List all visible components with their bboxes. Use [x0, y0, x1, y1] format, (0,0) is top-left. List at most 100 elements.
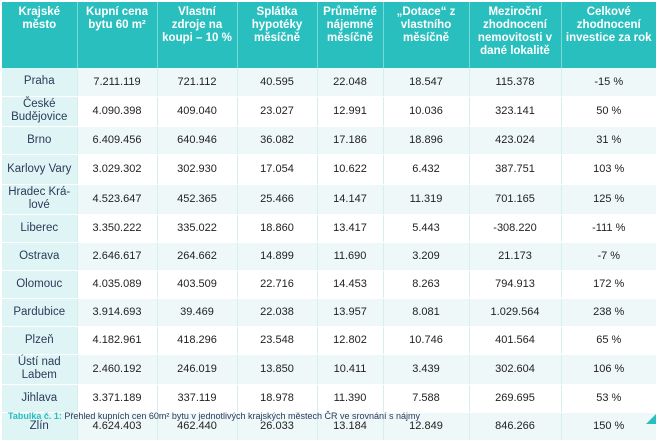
- table-cell: 39.469: [157, 298, 238, 327]
- table-cell: 337.119: [157, 384, 238, 413]
- table-cell: 452.365: [157, 184, 238, 215]
- city-name-cell: Liberec: [2, 214, 78, 243]
- table-cell: 3.914.693: [77, 298, 158, 327]
- column-header: Průměrné nájemné měsíčně: [317, 2, 384, 68]
- table-cell: 409.040: [157, 96, 238, 127]
- table-cell: 13.417: [317, 214, 384, 243]
- table-cell: 3.371.189: [77, 384, 158, 413]
- table-cell: 6.432: [383, 154, 470, 185]
- table-cell: 4.523.647: [77, 184, 158, 215]
- table-cell: 403.509: [157, 270, 238, 299]
- table-cell: 12.802: [317, 326, 384, 355]
- table-cell: 4.182.961: [77, 326, 158, 355]
- table-cell: 246.019: [157, 354, 238, 385]
- table-row: Brno 6.409.456 640.946 36.082 17.186 18.896 42…: [2, 126, 656, 155]
- table-cell: 3.439: [383, 354, 470, 385]
- table-cell: 36.082: [237, 126, 318, 155]
- table-cell: 10.411: [317, 354, 384, 385]
- table-cell: 5.443: [383, 214, 470, 243]
- table-cell: 3.350.222: [77, 214, 158, 243]
- table-cell: 14.147: [317, 184, 384, 215]
- table-cell: 640.946: [157, 126, 238, 155]
- table-cell: 125 %: [561, 184, 656, 215]
- table-cell: 238 %: [561, 298, 656, 327]
- table-cell: 150 %: [561, 412, 656, 441]
- table-cell: 11.319: [383, 184, 470, 215]
- table-row: Pardubice 3.914.693 39.469 22.038 13.957 8.08…: [2, 298, 656, 327]
- caption-label: Tabulka č. 1:: [8, 411, 62, 421]
- corner-triangle-decoration: [646, 414, 656, 424]
- table-cell: 18.978: [237, 384, 318, 413]
- table-cell: 115.378: [469, 68, 562, 97]
- table-cell: 2.460.192: [77, 354, 158, 385]
- table-cell: 40.595: [237, 68, 318, 97]
- table-cell: 18.860: [237, 214, 318, 243]
- city-name-cell: Olomouc: [2, 270, 78, 299]
- table-cell: 264.662: [157, 242, 238, 271]
- table-cell: 6.409.456: [77, 126, 158, 155]
- column-header: „Dotace“ z vlastního měsíčně: [383, 2, 470, 68]
- table-cell: 323.141: [469, 96, 562, 127]
- table-cell: 172 %: [561, 270, 656, 299]
- table-cell: 423.024: [469, 126, 562, 155]
- table-row: Praha 7.211.119 721.112 40.595 22.048 18.547 1…: [2, 68, 656, 97]
- city-name-cell: Hradec Krá-lové: [2, 184, 78, 215]
- table-cell: 8.081: [383, 298, 470, 327]
- table-cell: 846.266: [469, 412, 562, 441]
- table-cell: 401.564: [469, 326, 562, 355]
- table-cell: 387.751: [469, 154, 562, 185]
- column-header: Meziroční zhodnocení nemovitosti v dané …: [469, 2, 562, 68]
- table-cell: 22.716: [237, 270, 318, 299]
- table-cell: 3.029.302: [77, 154, 158, 185]
- table-row: Olomouc 4.035.089 403.509 22.716 14.453 8.263…: [2, 270, 656, 299]
- table-cell: 31 %: [561, 126, 656, 155]
- table-cell: 106 %: [561, 354, 656, 385]
- table-cell: 25.466: [237, 184, 318, 215]
- table-cell: 1.029.564: [469, 298, 562, 327]
- city-name-cell: Karlovy Vary: [2, 154, 78, 185]
- table-cell: 17.054: [237, 154, 318, 185]
- table-row: Ústí nad Labem 2.460.192 246.019 13.850 10.4…: [2, 354, 656, 385]
- table-cell: 4.090.398: [77, 96, 158, 127]
- table-cell: 302.604: [469, 354, 562, 385]
- table-cell: 7.588: [383, 384, 470, 413]
- table-cell: 65 %: [561, 326, 656, 355]
- table-cell: 50 %: [561, 96, 656, 127]
- table-cell: 103 %: [561, 154, 656, 185]
- column-header: Splátka hypotéky měsíčně: [237, 2, 318, 68]
- table-cell: 794.913: [469, 270, 562, 299]
- table-cell: -111 %: [561, 214, 656, 243]
- table-cell: 10.746: [383, 326, 470, 355]
- table-cell: 13.850: [237, 354, 318, 385]
- table-cell: 721.112: [157, 68, 238, 97]
- table-cell: 18.896: [383, 126, 470, 155]
- table-cell: 13.957: [317, 298, 384, 327]
- city-name-cell: Brno: [2, 126, 78, 155]
- table-cell: 302.930: [157, 154, 238, 185]
- column-header: Krajské město: [2, 2, 78, 68]
- table-cell: 22.048: [317, 68, 384, 97]
- table-row: České Budějovice 4.090.398 409.040 23.027 12…: [2, 96, 656, 127]
- header-row: Krajské město Kupní cena bytu 60 m² Vlastn…: [2, 2, 656, 68]
- table-cell: 2.646.617: [77, 242, 158, 271]
- table-cell: 701.165: [469, 184, 562, 215]
- table-cell: 23.027: [237, 96, 318, 127]
- table-body: Praha 7.211.119 721.112 40.595 22.048 18.547 1…: [2, 68, 656, 441]
- table-cell: 11.690: [317, 242, 384, 271]
- table-cell: 7.211.119: [77, 68, 158, 97]
- table-cell: 269.695: [469, 384, 562, 413]
- table-cell: -7 %: [561, 242, 656, 271]
- city-name-cell: Pardubice: [2, 298, 78, 327]
- table-cell: 418.296: [157, 326, 238, 355]
- table-cell: 3.209: [383, 242, 470, 271]
- city-name-cell: České Budějovice: [2, 96, 78, 127]
- table-cell: -308.220: [469, 214, 562, 243]
- city-name-cell: Ostrava: [2, 242, 78, 271]
- table-cell: 18.547: [383, 68, 470, 97]
- table-row: Liberec 3.350.222 335.022 18.860 13.417 5.443…: [2, 214, 656, 243]
- table-cell: 17.186: [317, 126, 384, 155]
- table-cell: 14.453: [317, 270, 384, 299]
- table-row: Jihlava 3.371.189 337.119 18.978 11.390 7.588…: [2, 384, 656, 413]
- city-name-cell: Ústí nad Labem: [2, 354, 78, 385]
